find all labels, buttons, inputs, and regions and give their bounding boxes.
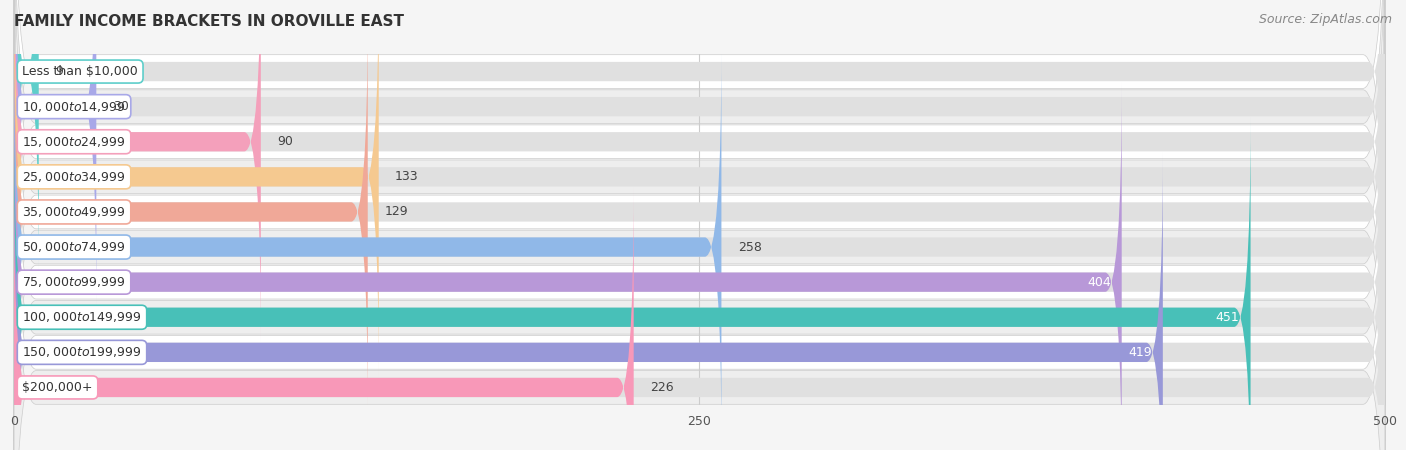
FancyBboxPatch shape xyxy=(14,88,1385,450)
FancyBboxPatch shape xyxy=(14,81,1385,450)
Text: 258: 258 xyxy=(738,241,762,253)
Text: 30: 30 xyxy=(112,100,128,113)
FancyBboxPatch shape xyxy=(14,46,721,448)
Text: 90: 90 xyxy=(277,135,292,148)
FancyBboxPatch shape xyxy=(14,0,1385,450)
Text: $75,000 to $99,999: $75,000 to $99,999 xyxy=(22,275,125,289)
FancyBboxPatch shape xyxy=(14,151,1163,450)
FancyBboxPatch shape xyxy=(14,81,1122,450)
Text: Source: ZipAtlas.com: Source: ZipAtlas.com xyxy=(1258,14,1392,27)
Text: $100,000 to $149,999: $100,000 to $149,999 xyxy=(22,310,142,324)
Text: $25,000 to $34,999: $25,000 to $34,999 xyxy=(22,170,125,184)
FancyBboxPatch shape xyxy=(14,11,1385,413)
FancyBboxPatch shape xyxy=(14,186,1385,450)
FancyBboxPatch shape xyxy=(14,0,1385,273)
Text: $200,000+: $200,000+ xyxy=(22,381,93,394)
FancyBboxPatch shape xyxy=(14,0,1385,378)
FancyBboxPatch shape xyxy=(14,151,1385,450)
FancyBboxPatch shape xyxy=(14,0,1385,371)
Text: 419: 419 xyxy=(1128,346,1152,359)
Text: 9: 9 xyxy=(55,65,63,78)
FancyBboxPatch shape xyxy=(14,53,1385,450)
FancyBboxPatch shape xyxy=(14,11,368,413)
Text: $50,000 to $74,999: $50,000 to $74,999 xyxy=(22,240,125,254)
Text: 129: 129 xyxy=(384,206,408,218)
FancyBboxPatch shape xyxy=(14,0,1385,336)
FancyBboxPatch shape xyxy=(14,0,1385,450)
FancyBboxPatch shape xyxy=(14,0,1385,406)
FancyBboxPatch shape xyxy=(14,0,1385,441)
Text: $15,000 to $24,999: $15,000 to $24,999 xyxy=(22,135,125,149)
FancyBboxPatch shape xyxy=(14,0,262,343)
FancyBboxPatch shape xyxy=(14,116,1250,450)
FancyBboxPatch shape xyxy=(14,0,96,308)
Text: 133: 133 xyxy=(395,171,419,183)
Text: 451: 451 xyxy=(1216,311,1240,324)
FancyBboxPatch shape xyxy=(14,0,39,273)
FancyBboxPatch shape xyxy=(14,0,378,378)
FancyBboxPatch shape xyxy=(14,18,1385,450)
FancyBboxPatch shape xyxy=(14,46,1385,448)
FancyBboxPatch shape xyxy=(14,0,1385,308)
Text: 404: 404 xyxy=(1087,276,1111,288)
Text: Less than $10,000: Less than $10,000 xyxy=(22,65,138,78)
FancyBboxPatch shape xyxy=(14,123,1385,450)
Text: $150,000 to $199,999: $150,000 to $199,999 xyxy=(22,345,142,360)
FancyBboxPatch shape xyxy=(14,186,634,450)
FancyBboxPatch shape xyxy=(14,0,1385,343)
Text: 226: 226 xyxy=(650,381,673,394)
FancyBboxPatch shape xyxy=(14,116,1385,450)
Text: $35,000 to $49,999: $35,000 to $49,999 xyxy=(22,205,125,219)
Text: FAMILY INCOME BRACKETS IN OROVILLE EAST: FAMILY INCOME BRACKETS IN OROVILLE EAST xyxy=(14,14,404,28)
Text: $10,000 to $14,999: $10,000 to $14,999 xyxy=(22,99,125,114)
